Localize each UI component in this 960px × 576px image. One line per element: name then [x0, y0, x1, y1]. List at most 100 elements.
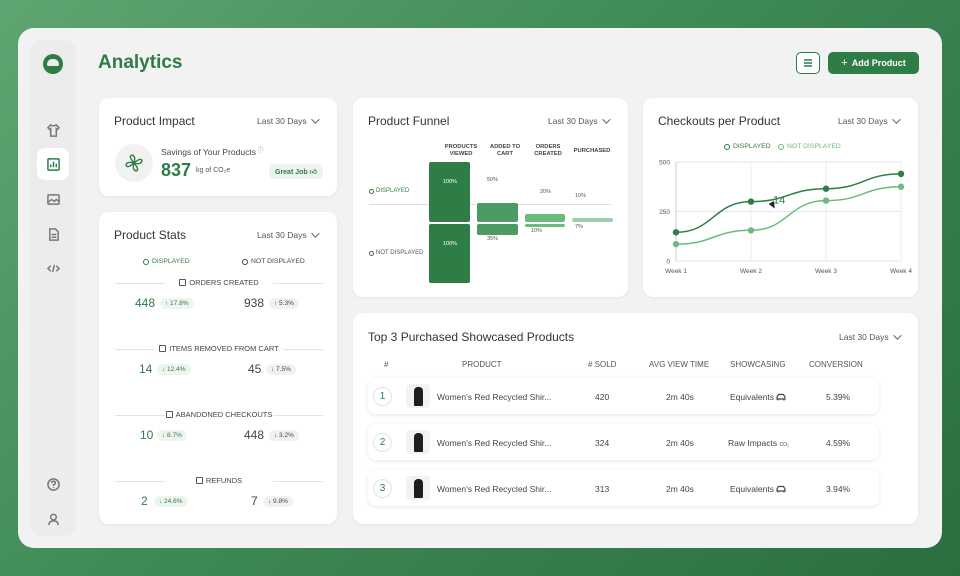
- y-tick-label: 0: [666, 259, 670, 266]
- funnel-pct: 100%: [443, 179, 458, 185]
- x-tick-label: Week 4: [890, 268, 912, 275]
- range-select[interactable]: Last 30 Days: [257, 229, 320, 240]
- card-title: Checkouts per Product: [658, 114, 781, 128]
- menu-button[interactable]: [796, 52, 820, 74]
- x-tick-label: Week 2: [740, 268, 762, 275]
- table-row[interactable]: 3 Women's Red Recycled Shir... 313 2m 40…: [368, 470, 879, 506]
- conversion: 3.94%: [826, 484, 851, 494]
- stat-not-displayed-value: 938: [244, 296, 265, 310]
- range-label: Last 30 Days: [257, 230, 307, 240]
- change-badge: ↓ 24.6%: [154, 496, 188, 507]
- sold-count: 324: [595, 438, 610, 448]
- add-product-label: Add Product: [851, 58, 906, 68]
- data-point: [897, 183, 905, 190]
- view-time: 2m 40s: [666, 438, 694, 448]
- stat-section-label: ITEMS REMOVED FROM CART: [115, 344, 323, 353]
- impact-value: 837: [161, 160, 192, 180]
- product-stats-card: Product Stats Last 30 Days DISPLAYED NOT…: [99, 212, 337, 524]
- stat-not-displayed-value: 7: [251, 494, 258, 508]
- range-select[interactable]: Last 30 Days: [548, 115, 611, 126]
- shirt-icon[interactable]: [37, 114, 69, 146]
- legend-not-displayed: NOT DISPLAYED: [778, 143, 841, 150]
- column-header[interactable]: CONVERSION: [809, 360, 863, 369]
- legend-displayed: DISPLAYED: [143, 258, 190, 265]
- funnel-bar-displayed: [525, 214, 565, 222]
- funnel-bar-not-displayed: [429, 224, 470, 283]
- product-name[interactable]: Women's Red Recycled Shir...: [437, 438, 552, 448]
- document-icon[interactable]: [37, 218, 69, 250]
- conversion: 5.39%: [826, 392, 851, 402]
- info-icon: ⓘ: [255, 148, 264, 154]
- table-row[interactable]: 1 Women's Red Recycled Shir... 420 2m 40…: [368, 378, 879, 414]
- rank-badge: 2: [373, 433, 392, 452]
- series-line-displayed: [675, 173, 902, 234]
- chevron-down-icon: [601, 115, 611, 124]
- legend-displayed: DISPLAYED: [724, 143, 771, 150]
- stat-displayed-value: 14: [139, 362, 153, 376]
- range-label: Last 30 Days: [838, 116, 888, 126]
- change-badge: ↓ 8.7%: [157, 430, 187, 441]
- range-select[interactable]: Last 30 Days: [839, 331, 902, 342]
- refund-icon: [195, 477, 203, 484]
- chart-annotation: 14: [773, 195, 785, 207]
- product-name[interactable]: Women's Red Recycled Shir...: [437, 392, 552, 402]
- card-title: Product Funnel: [368, 114, 450, 128]
- change-badge: ↓ 3.2%: [269, 430, 299, 441]
- plus-icon: +: [841, 57, 848, 69]
- column-header[interactable]: SHOWCASING: [730, 360, 786, 369]
- change-badge: ↑ 17.8%: [160, 298, 194, 309]
- code-icon[interactable]: [37, 252, 69, 284]
- data-point: [822, 197, 830, 204]
- funnel-pct: 10%: [575, 193, 587, 199]
- cart-icon: [159, 345, 167, 352]
- funnel-column-header: ADDED TO CART: [489, 144, 521, 158]
- stat-not-displayed-value: 448: [244, 428, 265, 442]
- table-row[interactable]: 2 Women's Red Recycled Shir... 324 2m 40…: [368, 424, 879, 460]
- help-icon[interactable]: [37, 468, 69, 500]
- product-thumbnail: [406, 476, 430, 500]
- range-select[interactable]: Last 30 Days: [838, 115, 901, 126]
- bar-chart-icon[interactable]: [37, 148, 69, 180]
- thumbs-up-icon: 👍︎: [309, 169, 317, 176]
- column-header[interactable]: #: [384, 360, 389, 369]
- page-title: Analytics: [98, 52, 183, 73]
- view-time: 2m 40s: [666, 484, 694, 494]
- sold-count: 420: [595, 392, 610, 402]
- range-label: Last 30 Days: [839, 332, 889, 342]
- stat-section-label: REFUNDS: [115, 476, 323, 485]
- product-name[interactable]: Women's Red Recycled Shir...: [437, 484, 552, 494]
- funnel-column-header: PRODUCTS VIEWED: [444, 144, 478, 158]
- chevron-down-icon: [892, 331, 902, 340]
- change-badge: ↓ 7.5%: [266, 364, 296, 375]
- data-point: [822, 185, 830, 192]
- legend-not-displayed: NOT DISPLAYED: [242, 258, 305, 265]
- image-icon[interactable]: [37, 183, 69, 215]
- funnel-pct: 20%: [540, 189, 552, 195]
- funnel-pct: 35%: [487, 236, 499, 242]
- funnel-bar-displayed: [477, 203, 518, 222]
- status-badge: Great Job 👍︎: [269, 164, 323, 179]
- funnel-column-header: ORDERS CREATED: [534, 144, 562, 158]
- leaf-fan-icon: [115, 144, 153, 182]
- column-header[interactable]: AVG VIEW TIME: [649, 360, 710, 369]
- stat-section-label: ABANDONED CHECKOUTS: [115, 410, 323, 419]
- funnel-pct: 100%: [443, 241, 458, 247]
- app-window: Analytics + Add Product Product Impact L…: [18, 28, 942, 548]
- impact-label: Savings of Your Products ⓘ: [161, 147, 264, 157]
- funnel-pct: 10%: [531, 228, 543, 234]
- add-product-button[interactable]: + Add Product: [828, 52, 919, 74]
- range-select[interactable]: Last 30 Days: [257, 115, 320, 126]
- product-thumbnail: [406, 430, 430, 454]
- funnel-bar-not-displayed: [477, 224, 518, 235]
- showcasing: Equivalents: [730, 392, 786, 402]
- conversion: 4.59%: [826, 438, 851, 448]
- showcasing: Raw Impacts CO₂: [728, 438, 789, 448]
- column-header[interactable]: # SOLD: [588, 360, 617, 369]
- column-header[interactable]: PRODUCT: [462, 360, 502, 369]
- chevron-down-icon: [310, 229, 320, 238]
- car-icon: [776, 393, 786, 401]
- series-line-not-displayed: [675, 186, 902, 245]
- y-tick-label: 250: [659, 209, 670, 216]
- not-displayed-icon: [242, 258, 248, 265]
- user-icon[interactable]: [37, 503, 69, 535]
